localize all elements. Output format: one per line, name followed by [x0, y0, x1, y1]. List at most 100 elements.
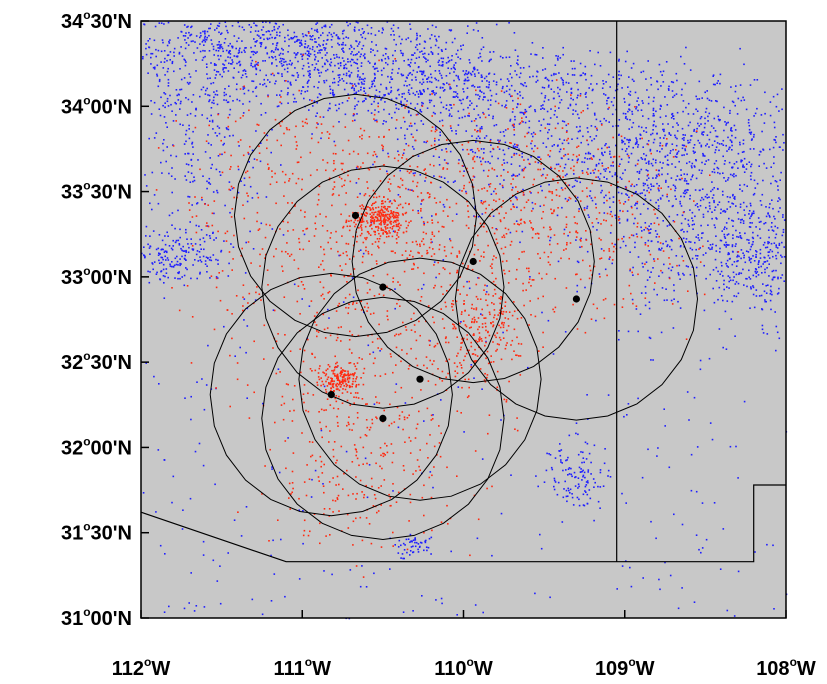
red-point — [407, 144, 410, 147]
blue-point — [611, 113, 614, 116]
blue-point — [652, 100, 655, 103]
blue-point — [338, 37, 341, 40]
blue-point — [693, 223, 695, 226]
blue-point — [767, 254, 770, 257]
blue-point — [546, 123, 549, 125]
blue-point — [557, 481, 560, 484]
blue-point — [299, 41, 301, 44]
blue-point — [645, 127, 647, 129]
blue-point — [360, 86, 362, 89]
blue-point — [542, 57, 544, 59]
blue-point — [563, 488, 565, 490]
blue-point — [392, 230, 395, 233]
blue-point — [287, 92, 289, 94]
red-point — [281, 120, 283, 123]
blue-point — [743, 166, 745, 168]
red-point — [224, 232, 227, 235]
blue-point — [348, 75, 350, 77]
blue-point — [628, 141, 630, 144]
blue-point — [182, 509, 184, 511]
blue-point — [438, 139, 440, 141]
blue-point — [666, 173, 669, 175]
blue-point — [550, 88, 553, 90]
blue-point — [572, 504, 575, 506]
blue-point — [276, 34, 278, 36]
blue-point — [223, 99, 225, 101]
blue-point — [543, 87, 546, 89]
red-point — [481, 314, 484, 316]
blue-point — [584, 441, 587, 444]
red-point — [221, 270, 224, 272]
blue-point — [742, 164, 744, 166]
blue-point — [771, 250, 774, 253]
blue-point — [242, 86, 245, 88]
blue-point — [567, 474, 569, 476]
blue-point — [385, 62, 387, 64]
blue-point — [653, 258, 655, 260]
blue-point — [780, 254, 782, 257]
blue-point — [612, 76, 615, 78]
blue-point — [730, 86, 732, 88]
blue-point — [585, 491, 587, 493]
blue-point — [768, 206, 771, 209]
blue-point — [209, 237, 212, 239]
blue-point — [777, 185, 779, 187]
blue-point — [684, 192, 687, 195]
red-point — [380, 221, 382, 224]
red-point — [237, 165, 239, 168]
blue-point — [417, 93, 420, 95]
blue-point — [279, 94, 281, 96]
blue-point — [338, 103, 341, 105]
blue-point — [676, 111, 679, 114]
blue-point — [364, 457, 367, 460]
blue-point — [486, 285, 488, 287]
blue-point — [160, 270, 163, 272]
blue-point — [317, 69, 320, 72]
blue-point — [626, 50, 628, 53]
blue-point — [513, 143, 516, 146]
blue-point — [166, 251, 168, 254]
blue-point — [158, 80, 161, 83]
blue-point — [637, 144, 640, 146]
red-point — [519, 355, 522, 357]
blue-point — [265, 46, 267, 49]
blue-point — [780, 262, 782, 265]
red-point — [351, 334, 354, 336]
blue-point — [731, 134, 733, 137]
red-point — [362, 372, 365, 374]
blue-point — [212, 559, 215, 562]
blue-point — [359, 55, 362, 58]
blue-point — [364, 97, 367, 100]
blue-point — [174, 178, 176, 180]
blue-point — [711, 246, 713, 249]
red-point — [486, 374, 489, 376]
blue-point — [510, 156, 513, 158]
blue-point — [185, 163, 188, 165]
blue-point — [215, 49, 217, 52]
blue-point — [350, 71, 353, 74]
blue-point — [626, 118, 629, 121]
blue-point — [750, 204, 752, 207]
blue-point — [510, 163, 513, 165]
red-point — [362, 205, 365, 208]
red-point — [352, 380, 354, 383]
blue-point — [618, 58, 620, 61]
blue-point — [358, 51, 360, 53]
blue-point — [430, 76, 433, 79]
blue-point — [704, 111, 707, 113]
blue-point — [180, 78, 183, 81]
red-point — [466, 334, 468, 336]
blue-point — [525, 85, 528, 88]
blue-point — [741, 159, 743, 162]
blue-point — [424, 57, 426, 59]
blue-point — [216, 277, 219, 279]
blue-point — [216, 103, 219, 106]
blue-point — [365, 586, 368, 588]
red-point — [372, 154, 374, 157]
blue-point — [652, 359, 654, 361]
blue-point — [737, 282, 740, 285]
red-point — [466, 294, 468, 296]
blue-point — [489, 104, 492, 106]
blue-point — [294, 67, 296, 69]
blue-point — [278, 471, 281, 474]
